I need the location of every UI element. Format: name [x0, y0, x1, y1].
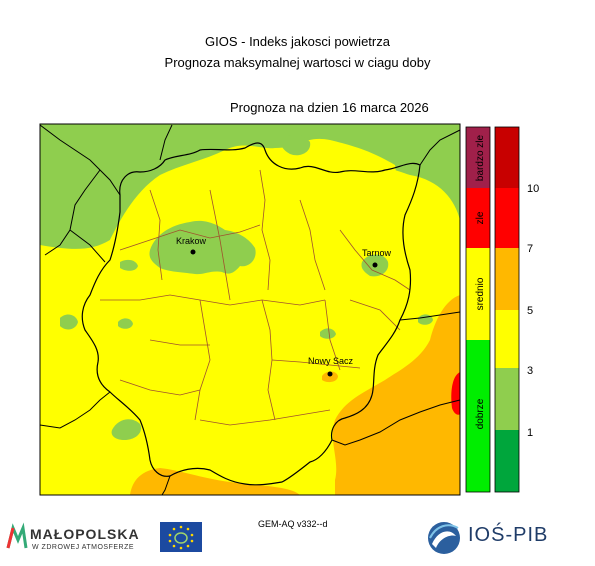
- scale-tick-3: 3: [527, 365, 533, 377]
- city-nowy-sacz: Nowy Sacz: [308, 356, 354, 377]
- map-frame: [39, 123, 461, 496]
- malopolska-name: MAŁOPOLSKA: [30, 526, 140, 542]
- outer-borders: [39, 124, 461, 496]
- malopolska-slogan: W ZDROWEJ ATMOSFERZE: [32, 544, 135, 551]
- legend-label-srednio: srednio: [475, 277, 486, 310]
- zone-orange-southeast: [332, 295, 460, 495]
- legend-zle: [466, 188, 490, 248]
- scale-tick-5: 5: [527, 305, 533, 317]
- city-krakow: Krakow: [176, 236, 207, 255]
- map-title: GIOS - Indeks jakosci powietrza: [205, 34, 390, 49]
- scale-tick-7: 7: [527, 243, 533, 255]
- city-krakow-label: Krakow: [176, 236, 207, 246]
- city-tarnow: Tarnow: [362, 248, 392, 268]
- zone-green-3: [60, 314, 78, 330]
- malopolska-logo-icon: [6, 522, 28, 549]
- legend-label-bardzo-zle: bardzo zle: [475, 134, 486, 181]
- scale-tick-10: 10: [527, 183, 539, 195]
- zone-orange-nowy-sacz: [322, 371, 338, 383]
- voivodeship-border: [81, 142, 421, 486]
- legend-label-dobrze: dobrze: [475, 398, 486, 429]
- scale-band-4: [495, 248, 519, 310]
- legend-bardzo-zle: [466, 127, 490, 188]
- eu-life-logo: [160, 522, 202, 552]
- category-legend: dobrze srednio zle bardzo zle: [465, 126, 491, 493]
- value-legend: 1 3 5 7 10: [494, 126, 539, 493]
- ios-pib-logo-icon: [428, 522, 460, 554]
- zone-green-2: [120, 259, 138, 271]
- district-borders: [100, 169, 411, 426]
- legend-srednio: [466, 248, 490, 340]
- city-nowy-sacz-label: Nowy Sacz: [308, 356, 354, 366]
- scale-band-1: [495, 430, 519, 492]
- model-label: GEM-AQ v332--d: [258, 519, 328, 529]
- scale-band-5: [495, 188, 519, 248]
- zone-green-6: [320, 328, 336, 339]
- scale-tick-1: 1: [527, 427, 533, 439]
- zone-green-4: [118, 318, 133, 329]
- ios-pib-name: IOŚ-PIB: [468, 524, 549, 546]
- zone-green-8: [281, 134, 311, 156]
- zone-green-5: [111, 419, 142, 440]
- legend-label-zle: zle: [475, 211, 486, 224]
- scale-band-3: [495, 310, 519, 368]
- legend-dobrze: [466, 340, 490, 492]
- forecast-date: Prognoza na dzien 16 marca 2026: [230, 100, 429, 115]
- scale-band-2: [495, 368, 519, 430]
- zone-red: [451, 372, 460, 415]
- city-tarnow-label: Tarnow: [362, 248, 392, 258]
- scale-band-6: [495, 127, 519, 188]
- map-subtitle: Prognoza maksymalnej wartosci w ciagu do…: [164, 55, 431, 70]
